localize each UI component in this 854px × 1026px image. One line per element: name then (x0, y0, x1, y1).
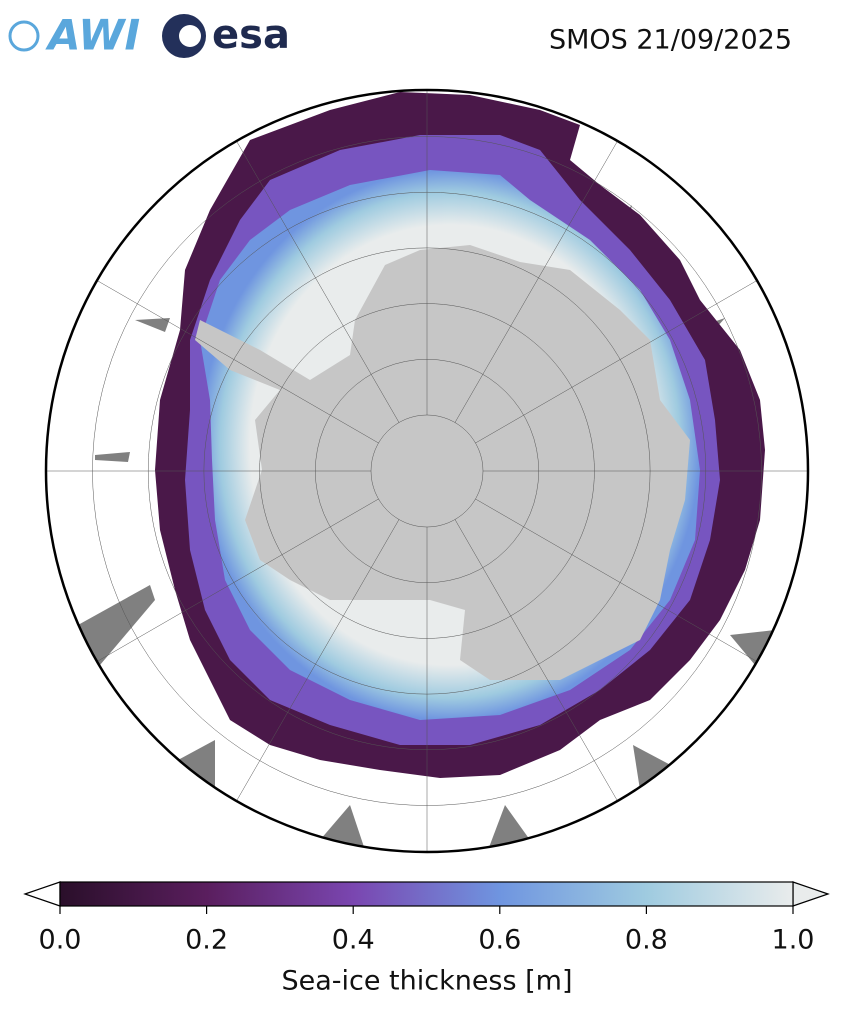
meridian (475, 280, 758, 444)
meridian (96, 280, 379, 444)
colorbar-tick-label: 1.0 (772, 925, 815, 956)
colorbar-label: Sea-ice thickness [m] (281, 966, 572, 997)
colorbar-bar (59, 881, 794, 907)
colorbar-tick-label: 0.0 (39, 925, 82, 956)
colorbar-tick-label: 0.4 (332, 925, 375, 956)
meridian (454, 140, 618, 423)
map (46, 90, 808, 852)
colorbar-tick-label: 0.2 (185, 925, 228, 956)
meridian (236, 140, 400, 423)
colorbar: Sea-ice thickness [m] 0.0 0.2 0.4 0.6 0.8 1.0 (23, 881, 830, 997)
esa-logo: esa (162, 12, 290, 58)
antarctica (195, 245, 690, 680)
meridian (236, 519, 400, 802)
esa-logo-text: esa (212, 12, 290, 58)
title: SMOS 21/09/2025 (549, 25, 792, 56)
awi-logo-text: AWI (45, 11, 140, 60)
awi-logo: AWI (8, 11, 140, 60)
meridian (475, 498, 758, 662)
meridian (454, 519, 618, 802)
colorbar-extend-high (792, 881, 830, 907)
colorbar-tick-label: 0.6 (478, 925, 521, 956)
graticule (46, 90, 808, 852)
colorbar-tick-label: 0.8 (625, 925, 668, 956)
map-boundary (44, 88, 810, 854)
colorbar-extend-low (23, 881, 61, 907)
meridian (96, 498, 379, 662)
